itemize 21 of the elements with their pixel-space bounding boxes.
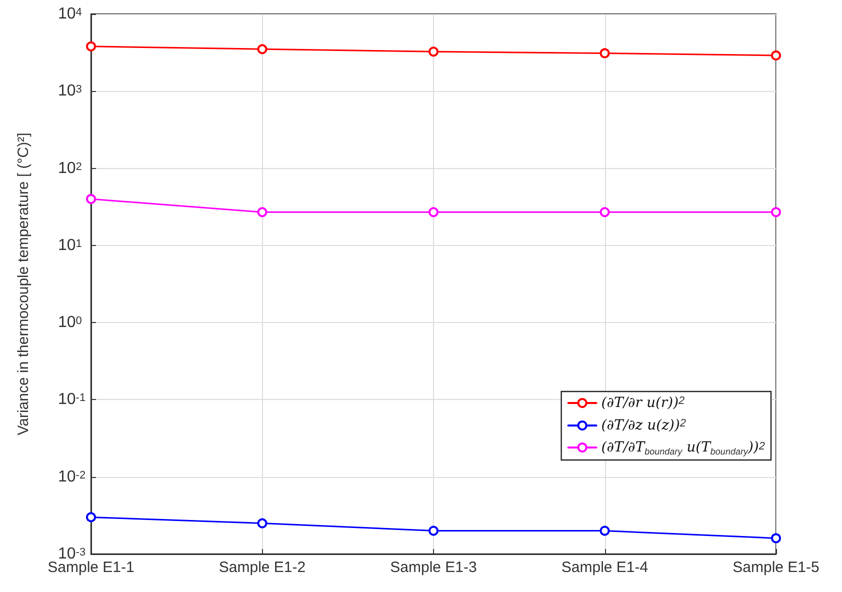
point [771,207,781,218]
x-tick-label: Sample E1-1 [48,559,134,576]
point [600,207,610,218]
point [600,48,610,58]
point [86,194,96,204]
point [600,526,610,536]
x-tick-label: Sample E1-5 [732,559,820,576]
point [771,50,781,60]
point [257,207,268,218]
x-tick-label: Sample E1-2 [218,559,306,576]
point [86,512,96,522]
x-tick-label: Sample E1-4 [561,559,648,576]
point [771,533,781,544]
x-tick-label: Sample E1-3 [390,559,477,576]
y-axis-title: Variance in thermocouple temperature [ (°C)²] [15,132,32,436]
point [257,518,268,528]
point [86,41,96,52]
point [428,526,438,536]
point [428,207,438,218]
point [428,46,438,57]
point [257,44,268,54]
